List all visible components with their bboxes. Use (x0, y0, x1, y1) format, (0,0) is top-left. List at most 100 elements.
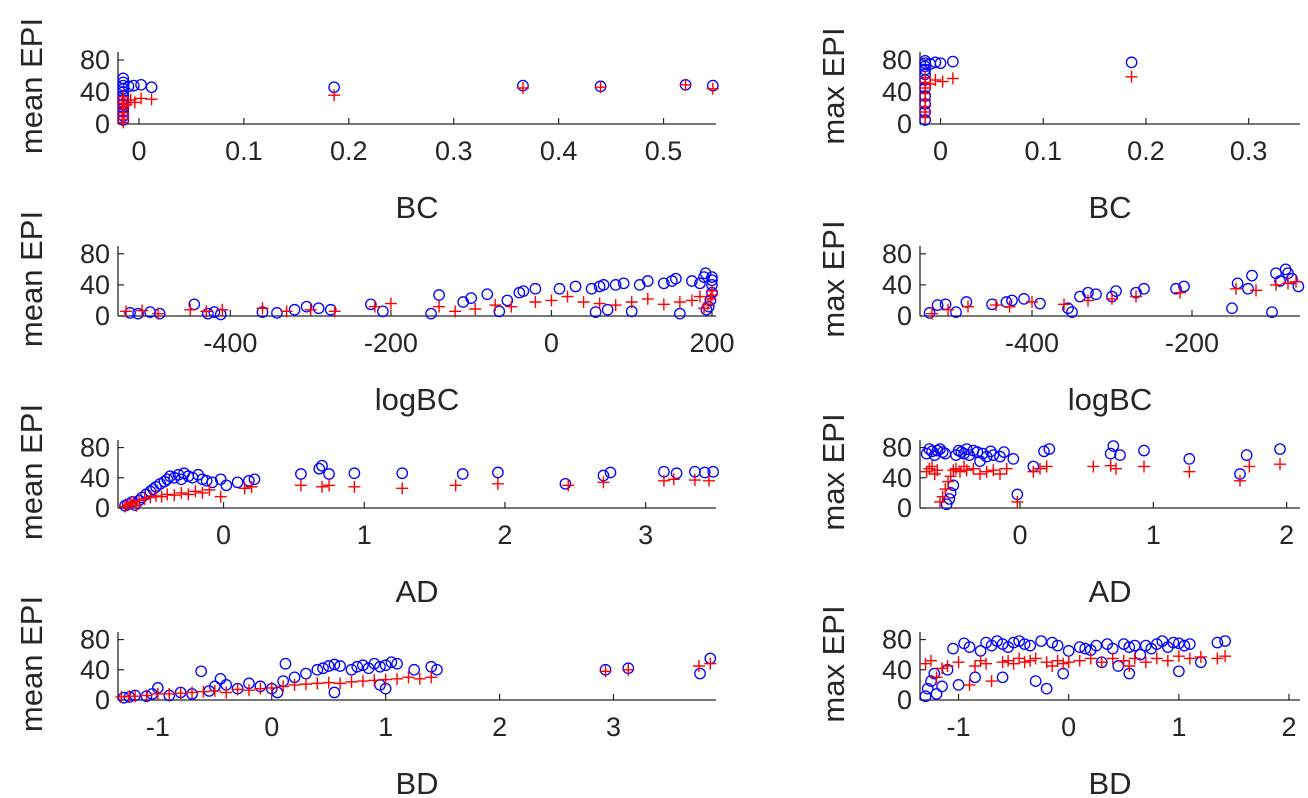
plus-marker (220, 686, 233, 699)
plus-marker (197, 685, 210, 698)
x-tick-label: -200 (1165, 328, 1219, 358)
circle-marker (1035, 635, 1048, 647)
plus-marker (348, 480, 361, 493)
circle-marker (604, 466, 617, 479)
circle-marker (1073, 641, 1086, 653)
plus-marker (926, 307, 938, 320)
circle-marker (374, 660, 386, 673)
circle-marker (919, 690, 932, 703)
circle-marker (589, 306, 602, 318)
plus-marker (1274, 458, 1286, 471)
plus-marker (328, 89, 341, 102)
circle-marker (1178, 280, 1190, 293)
circle-marker (214, 672, 227, 685)
plus-marker (1000, 462, 1013, 475)
plus-marker (242, 684, 255, 697)
marker-layer (919, 54, 1138, 126)
plus-marker (144, 491, 157, 504)
plus-marker (152, 307, 165, 320)
plus-marker (489, 299, 502, 312)
plus-marker (1128, 652, 1141, 665)
plus-marker (256, 302, 269, 315)
x-tick-label: 2 (1281, 712, 1296, 742)
plus-marker (1106, 652, 1119, 665)
circle-marker (943, 493, 956, 505)
plus-marker (425, 671, 438, 684)
y-tick-label: 80 (80, 625, 110, 655)
plus-marker (1183, 465, 1196, 478)
plus-marker (151, 687, 164, 700)
y-tick-label: 0 (897, 685, 912, 715)
plus-marker (214, 490, 227, 503)
circle-marker (947, 642, 959, 655)
circle-marker (1051, 639, 1064, 652)
y-tick-label: 40 (80, 270, 110, 300)
plus-marker (402, 671, 415, 684)
plus-marker (334, 677, 347, 690)
y-tick-label: 0 (95, 685, 110, 715)
plus-marker (919, 657, 932, 670)
x-tick-label: 2 (492, 712, 507, 742)
y-axis-label: max EPI (816, 220, 851, 337)
plus-marker (1270, 278, 1282, 291)
x-tick-label: 200 (689, 328, 734, 358)
plus-marker (1219, 650, 1232, 663)
x-tick-label: 0 (131, 136, 146, 166)
circle-marker (609, 279, 622, 291)
circle-marker (1184, 638, 1196, 650)
x-tick-label: 0 (933, 136, 948, 166)
plus-marker (980, 657, 993, 670)
circle-marker (1007, 453, 1020, 465)
plus-marker (1117, 654, 1130, 667)
circle-marker (300, 300, 313, 313)
circle-marker (1139, 639, 1152, 652)
plus-marker (196, 486, 209, 499)
x-tick-label: 0.5 (645, 136, 683, 166)
circle-marker (248, 473, 261, 486)
circle-marker (396, 467, 409, 480)
circle-marker (517, 285, 530, 297)
y-tick-label: 40 (80, 655, 110, 685)
circle-marker (1090, 639, 1103, 652)
circle-marker (391, 657, 403, 670)
circle-marker (986, 298, 998, 311)
marker-layer (119, 459, 720, 513)
plus-marker (161, 488, 174, 501)
circle-marker (312, 302, 325, 315)
circle-marker (316, 459, 328, 472)
plus-marker (1027, 465, 1040, 478)
plus-marker (491, 477, 504, 490)
plus-marker (1250, 284, 1262, 297)
circle-marker (686, 275, 698, 287)
plus-marker (1230, 282, 1242, 295)
circle-marker (1013, 635, 1025, 647)
plus-marker (1087, 460, 1100, 473)
circle-marker (597, 279, 610, 291)
plus-marker (685, 294, 698, 307)
plus-marker (238, 482, 251, 495)
circle-marker (348, 467, 361, 480)
circle-marker (694, 667, 706, 680)
circle-marker (132, 307, 144, 320)
plus-marker (433, 300, 446, 313)
plus-marker (1243, 460, 1256, 473)
plus-marker (115, 690, 128, 703)
plus-marker (175, 486, 188, 499)
plus-marker (288, 678, 301, 691)
circle-marker (161, 473, 174, 486)
plus-marker (952, 656, 965, 669)
plus-marker (328, 305, 341, 318)
circle-marker (1018, 638, 1031, 650)
x-axis-label: AD (395, 574, 438, 609)
plus-marker (299, 678, 312, 691)
circle-marker (1079, 642, 1092, 655)
circle-marker (994, 450, 1006, 463)
circle-marker (456, 468, 469, 480)
plus-marker (322, 676, 335, 689)
circle-marker (313, 462, 326, 475)
plus-marker (189, 485, 202, 498)
plus-marker (117, 90, 130, 103)
